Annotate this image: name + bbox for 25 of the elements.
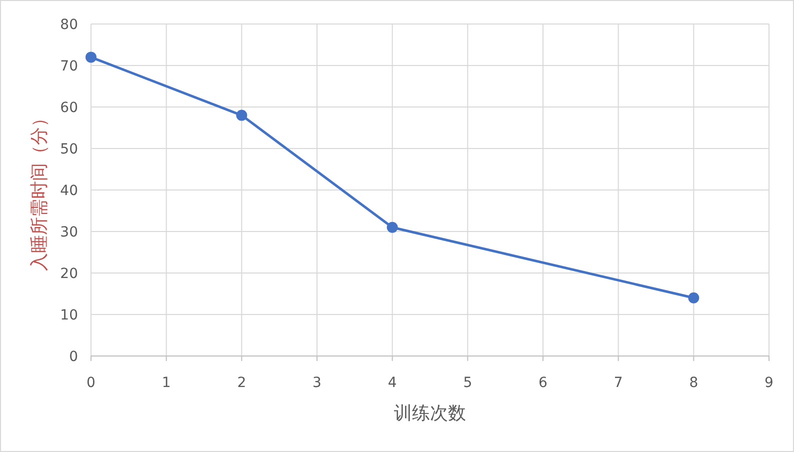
y-tick-label: 70 bbox=[60, 58, 78, 74]
point bbox=[86, 52, 96, 63]
y-tick-label: 50 bbox=[60, 142, 78, 158]
x-tick-label: 1 bbox=[162, 375, 171, 391]
x-tick-label: 8 bbox=[689, 375, 698, 391]
y-axis-title: 入睡所需时间（分） bbox=[29, 109, 50, 271]
point bbox=[236, 110, 248, 121]
x-tick-label: 3 bbox=[312, 375, 322, 391]
x-tick-label: 0 bbox=[86, 375, 96, 391]
x-tick-label: 6 bbox=[538, 375, 548, 391]
y-tick-label: 60 bbox=[60, 100, 78, 116]
y-tick-label: 10 bbox=[60, 308, 78, 324]
x-tick-label: 9 bbox=[764, 375, 774, 391]
y-tick-label: 0 bbox=[69, 349, 78, 365]
y-tick-label: 30 bbox=[60, 224, 78, 240]
x-tick-label: 4 bbox=[388, 375, 397, 391]
point bbox=[688, 292, 700, 304]
y-tick-label: 20 bbox=[60, 266, 78, 282]
y-tick-label: 40 bbox=[60, 183, 78, 199]
x-tick-label: 7 bbox=[614, 375, 623, 391]
x-tick-label: 5 bbox=[463, 375, 472, 391]
y-tick-label: 80 bbox=[60, 17, 78, 33]
x-axis-title: 训练次数 bbox=[394, 403, 466, 424]
point bbox=[386, 222, 398, 233]
x-tick-label: 2 bbox=[237, 375, 246, 391]
